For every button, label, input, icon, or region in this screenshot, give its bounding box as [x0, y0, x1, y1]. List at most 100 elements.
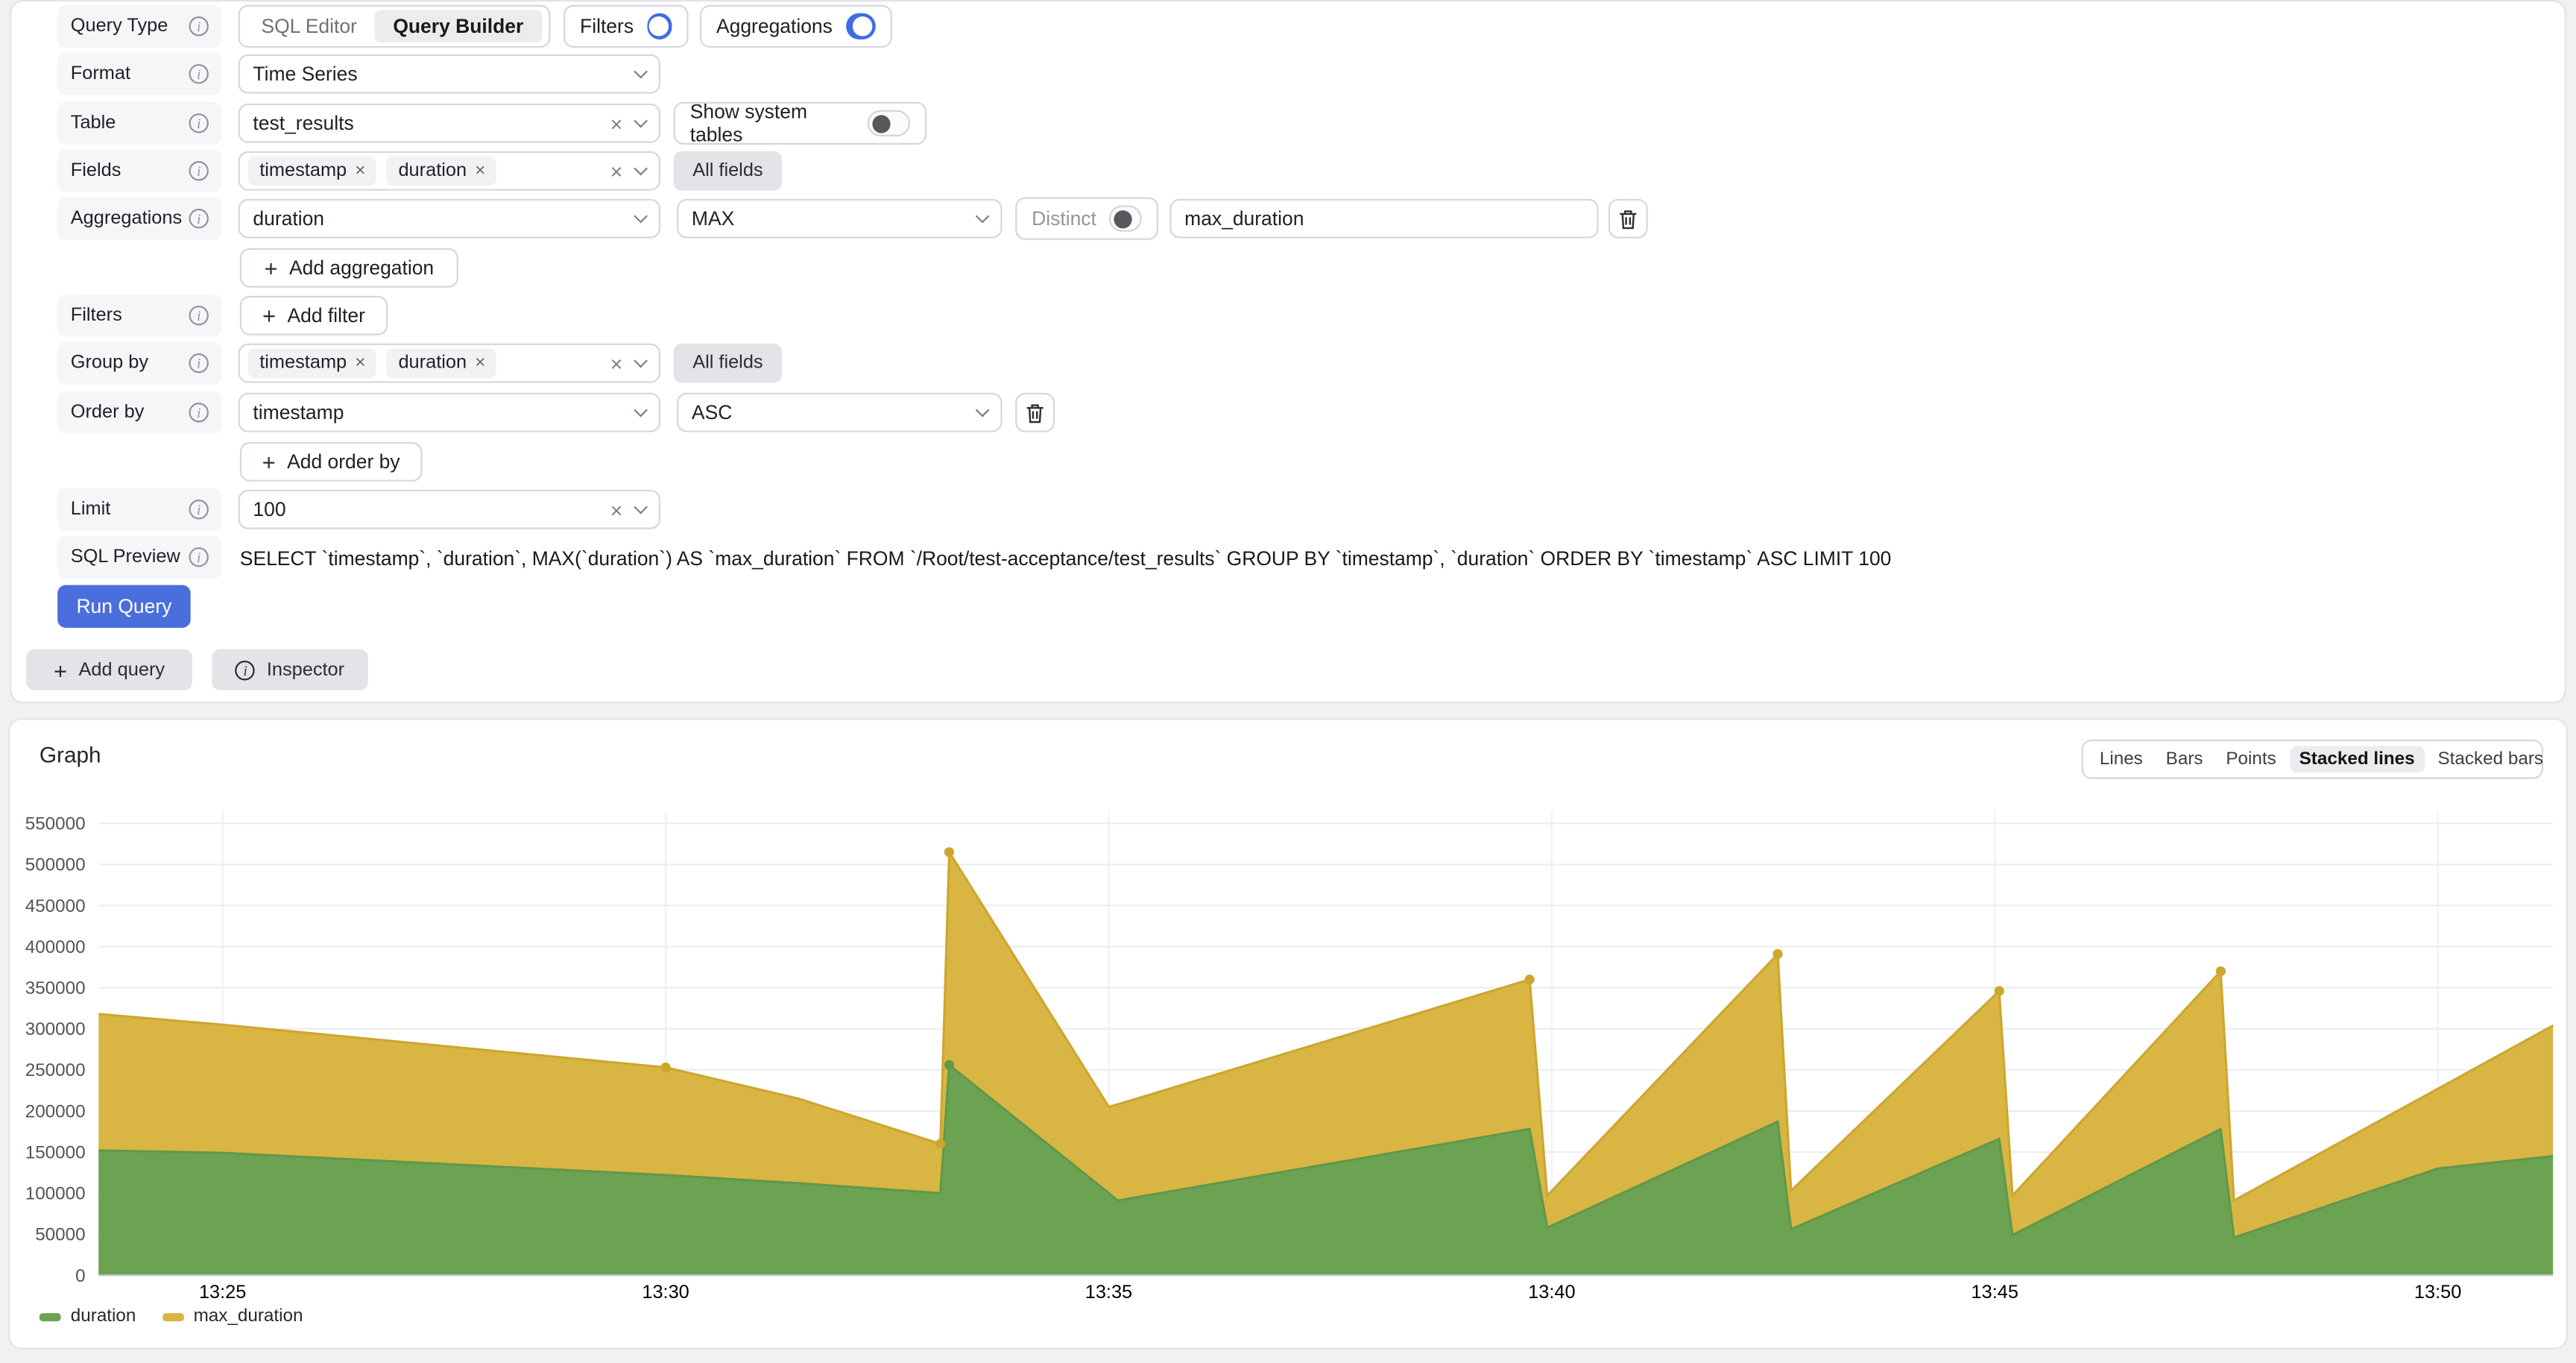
order-by-column-select[interactable]: timestamp — [238, 392, 661, 432]
field-tag: duration × — [387, 156, 497, 186]
limit-select[interactable]: 100 × — [238, 489, 661, 529]
svg-text:13:30: 13:30 — [642, 1282, 689, 1303]
group-by-multiselect[interactable]: timestamp × duration × × — [238, 343, 661, 383]
distinct-toggle[interactable] — [1109, 205, 1142, 232]
stacked-area-chart[interactable]: 0 50000 100000 150000 200000 250000 300000 3500… — [8, 800, 2568, 1313]
info-icon[interactable]: i — [189, 403, 209, 423]
info-icon[interactable]: i — [189, 63, 209, 84]
tab-bars[interactable]: Bars — [2165, 749, 2203, 769]
svg-text:13:25: 13:25 — [199, 1282, 246, 1303]
legend-item-max-duration[interactable]: max_duration — [162, 1306, 303, 1326]
svg-text:13:40: 13:40 — [1528, 1282, 1575, 1303]
filters-label: Filters — [70, 305, 122, 326]
aggregations-toggle-label: Aggregations — [716, 14, 833, 38]
aggregation-alias-input[interactable] — [1184, 207, 1584, 230]
inspector-label: Inspector — [266, 659, 345, 680]
field-tag-label: timestamp — [259, 161, 347, 181]
aggregation-function-select[interactable]: MAX — [677, 198, 1003, 239]
add-aggregation-button[interactable]: + Add aggregation — [239, 248, 458, 288]
tab-sql-editor[interactable]: SQL Editor — [261, 14, 357, 38]
fields-all-fields-button[interactable]: All fields — [673, 151, 783, 191]
aggregations-toggle[interactable] — [845, 13, 876, 40]
distinct-toggle-card: Distinct — [1015, 197, 1158, 240]
chevron-down-icon — [634, 403, 648, 418]
aggregation-column-select[interactable]: duration — [238, 198, 661, 239]
svg-text:150000: 150000 — [25, 1142, 86, 1162]
delete-order-by-button[interactable] — [1015, 392, 1055, 432]
clear-icon[interactable]: × — [610, 158, 623, 183]
fields-multiselect[interactable]: timestamp × duration × × — [238, 151, 661, 191]
run-query-button[interactable]: Run Query — [57, 585, 191, 628]
limit-label: Limit — [70, 500, 111, 520]
svg-text:13:45: 13:45 — [1972, 1282, 2018, 1303]
info-icon[interactable]: i — [189, 305, 209, 326]
legend-item-duration[interactable]: duration — [39, 1306, 136, 1326]
group-by-tag: duration × — [387, 348, 497, 378]
format-select[interactable]: Time Series — [238, 54, 661, 94]
info-icon[interactable]: i — [189, 208, 209, 229]
toggle-knob — [1114, 210, 1133, 228]
svg-text:13:50: 13:50 — [2414, 1282, 2461, 1303]
info-icon[interactable]: i — [189, 500, 209, 520]
show-system-tables-toggle[interactable] — [868, 110, 911, 136]
table-label: Table — [70, 113, 116, 133]
toggle-knob — [648, 16, 669, 37]
order-by-direction-select[interactable]: ASC — [677, 392, 1003, 432]
svg-text:50000: 50000 — [35, 1225, 85, 1245]
remove-tag-icon[interactable]: × — [355, 353, 366, 374]
svg-text:300000: 300000 — [25, 1019, 86, 1039]
svg-text:550000: 550000 — [25, 814, 86, 834]
chevron-down-icon — [975, 403, 990, 418]
info-icon[interactable]: i — [189, 161, 209, 181]
add-query-button[interactable]: + Add query — [26, 649, 192, 690]
aggregations-label: Aggregations — [70, 208, 183, 229]
fields-label-pill: Fields i — [57, 149, 222, 192]
svg-text:400000: 400000 — [25, 937, 86, 957]
chevron-down-icon — [634, 209, 648, 224]
info-icon[interactable]: i — [189, 113, 209, 133]
inspector-info-icon: i — [235, 659, 256, 680]
add-filter-button[interactable]: + Add filter — [239, 295, 388, 336]
info-icon[interactable]: i — [189, 353, 209, 374]
graph-panel-title: Graph — [39, 743, 101, 768]
filters-toggle-label: Filters — [580, 14, 634, 38]
sql-preview-text: SELECT `timestamp`, `duration`, MAX(`dur… — [239, 547, 1892, 570]
info-icon[interactable]: i — [189, 547, 209, 567]
tab-query-builder[interactable]: Query Builder — [375, 10, 542, 43]
tab-points[interactable]: Points — [2226, 749, 2276, 769]
info-icon[interactable]: i — [189, 16, 209, 37]
add-order-by-button[interactable]: + Add order by — [239, 441, 423, 482]
svg-text:13:35: 13:35 — [1085, 1282, 1132, 1303]
group-by-label: Group by — [70, 353, 149, 374]
aggregations-label-pill: Aggregations i — [57, 197, 222, 240]
query-type-label: Query Type — [70, 16, 168, 37]
clear-icon[interactable]: × — [610, 350, 623, 376]
legend-swatch-duration — [39, 1312, 61, 1320]
field-tag-label: duration — [398, 161, 467, 181]
tab-lines[interactable]: Lines — [2099, 749, 2143, 769]
query-type-segmented-control: SQL Editor Query Builder — [238, 4, 551, 48]
tab-stacked-lines[interactable]: Stacked lines — [2289, 746, 2425, 772]
delete-aggregation-button[interactable] — [1608, 198, 1648, 239]
inspector-button[interactable]: i Inspector — [212, 649, 368, 690]
toggle-knob — [873, 114, 891, 133]
group-by-all-fields-button[interactable]: All fields — [673, 343, 783, 383]
filters-toggle[interactable] — [646, 13, 672, 40]
remove-tag-icon[interactable]: × — [475, 161, 486, 181]
remove-tag-icon[interactable]: × — [355, 161, 366, 181]
distinct-label: Distinct — [1032, 207, 1096, 230]
remove-tag-icon[interactable]: × — [475, 353, 486, 374]
clear-icon[interactable]: × — [610, 497, 623, 522]
limit-value: 100 — [253, 497, 286, 521]
svg-text:250000: 250000 — [25, 1060, 86, 1080]
plus-icon: + — [54, 656, 68, 683]
format-label: Format — [70, 63, 131, 84]
table-select[interactable]: test_results × — [238, 103, 661, 143]
order-by-label-pill: Order by i — [57, 391, 222, 434]
clear-icon[interactable]: × — [610, 110, 623, 136]
chevron-down-icon — [975, 209, 990, 224]
chart-mode-tabs: Lines Bars Points Stacked lines Stacked … — [2081, 739, 2543, 779]
add-order-by-label: Add order by — [287, 450, 400, 473]
order-by-direction-value: ASC — [691, 400, 733, 424]
tab-stacked-bars[interactable]: Stacked bars — [2437, 749, 2544, 769]
